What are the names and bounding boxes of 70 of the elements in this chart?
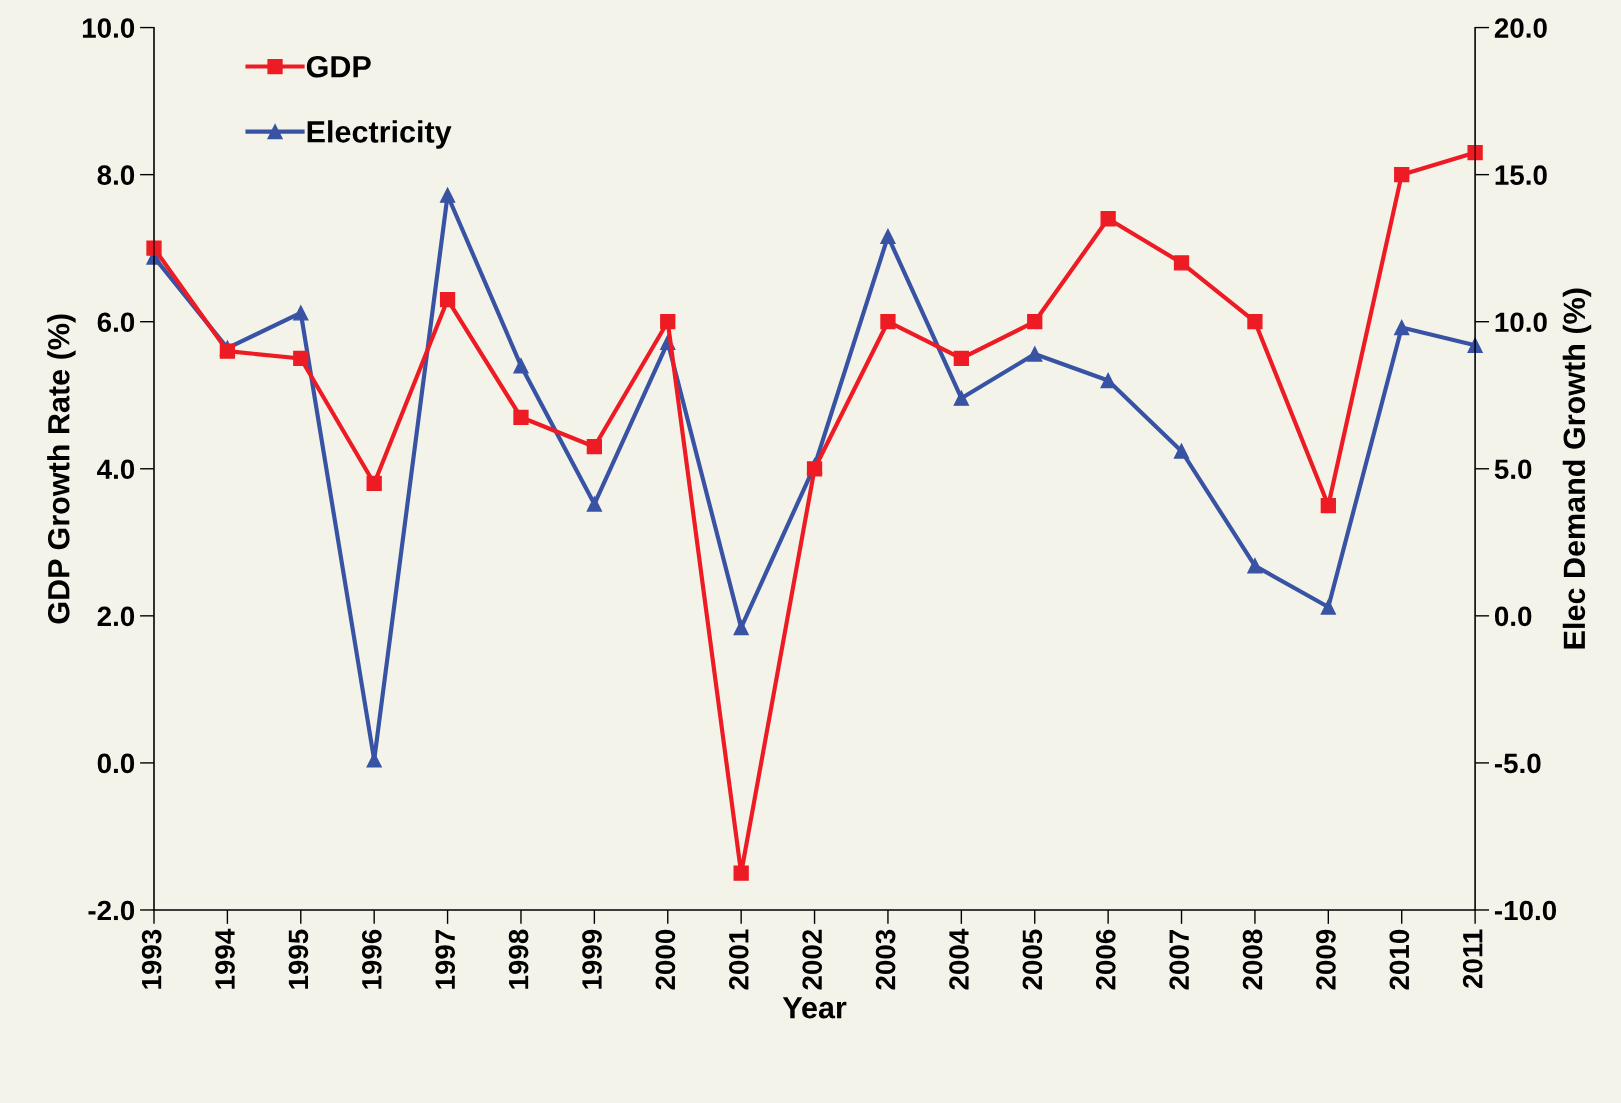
legend-label: GDP (306, 55, 371, 78)
x-tick-label: 1995 (288, 929, 309, 989)
point (219, 343, 236, 359)
y-tick-label: 6.0 (97, 312, 135, 333)
y2-tick-label: 20.0 (1494, 18, 1547, 38)
x-tick-label: 1993 (141, 929, 162, 989)
point (806, 461, 823, 477)
point (439, 187, 456, 203)
x-tick-label: 2005 (1022, 929, 1043, 990)
x-tick-label: 1997 (435, 929, 456, 989)
point (1100, 372, 1116, 389)
point (586, 496, 603, 512)
y2-tick-label: -10.0 (1494, 900, 1557, 921)
point (1320, 497, 1336, 514)
point (1100, 211, 1116, 227)
x-tick-label: 2002 (802, 929, 823, 990)
x-tick-label: 1999 (582, 929, 602, 989)
point (293, 305, 309, 321)
point (660, 314, 676, 330)
point (953, 390, 969, 406)
y2-tick-label: -5.0 (1494, 753, 1541, 774)
point (733, 865, 749, 881)
y2-tick-label: 5.0 (1494, 459, 1532, 480)
x-tick-label: 2008 (1242, 929, 1263, 990)
point (146, 240, 162, 256)
point (1394, 319, 1410, 336)
point (1027, 346, 1043, 362)
y2-axis-title: Elec Demand Growth (%) (1562, 288, 1592, 649)
x-tick-label: 2003 (875, 929, 896, 990)
x-tick-label: 2000 (655, 929, 676, 990)
point (1320, 599, 1336, 615)
x-tick-label: 1996 (361, 929, 382, 989)
y-tick-label: -2.0 (88, 900, 135, 921)
point (1173, 443, 1190, 459)
y2-tick-label: 10.0 (1495, 312, 1547, 333)
point (439, 292, 456, 308)
point (366, 475, 382, 492)
point (586, 439, 603, 455)
point (293, 350, 309, 367)
point (1247, 558, 1263, 574)
x-axis-title: Year (782, 997, 847, 1019)
x-tick-label: 2009 (1316, 929, 1336, 990)
x-tick-label: 1998 (508, 929, 529, 989)
y2-tick-label: 0.0 (1494, 606, 1532, 627)
x-tick-label: 1994 (215, 928, 235, 989)
y-tick-label: 0.0 (97, 753, 135, 774)
y-axis-title: GDP Growth Rate (%) (47, 314, 76, 624)
y-tick-label: 10.0 (82, 18, 135, 38)
y-tick-label: 8.0 (97, 165, 135, 185)
x-tick-label: 2007 (1169, 929, 1189, 990)
x-tick-label: 2006 (1095, 929, 1116, 990)
y-tick-label: 4.0 (97, 459, 135, 480)
y2-tick-label: 15.0 (1495, 165, 1547, 185)
point (1173, 255, 1190, 271)
point (880, 228, 896, 245)
point (1247, 314, 1263, 330)
x-tick-label: 2004 (949, 928, 969, 990)
point (1027, 314, 1043, 330)
legend-label: Electricity (307, 120, 452, 149)
point (880, 314, 896, 330)
point (953, 350, 969, 367)
point (1394, 167, 1410, 183)
y-tick-label: 2.0 (97, 606, 135, 627)
point (733, 619, 749, 636)
x-tick-label: 2011 (1462, 929, 1483, 989)
x-tick-label: 2001 (728, 929, 749, 990)
x-tick-label: 2010 (1389, 929, 1410, 990)
point (513, 409, 529, 425)
point (513, 358, 529, 374)
point (1467, 144, 1483, 161)
